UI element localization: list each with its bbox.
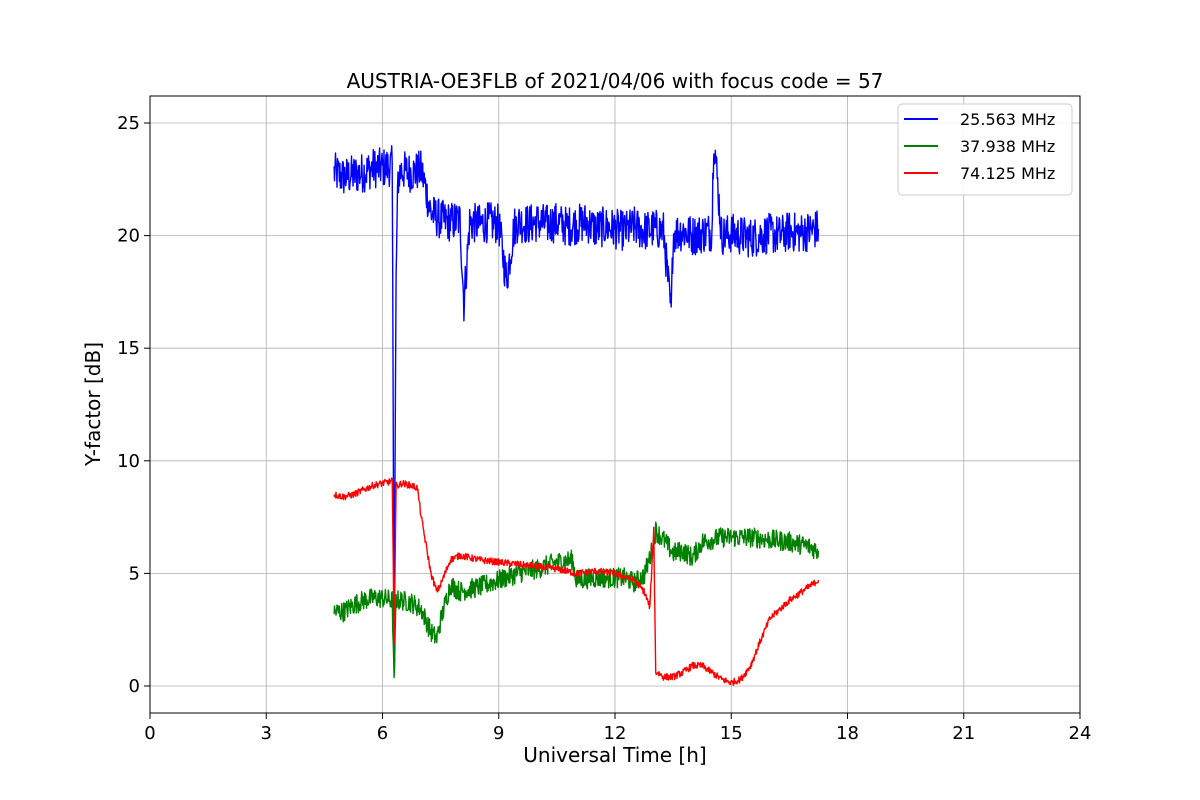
- axis-ticks: 0 3 6 9 12 15 18 21 24 0 5 10 15 20 25: [117, 113, 1091, 744]
- legend-label: 37.938 MHz: [960, 137, 1055, 156]
- chart-title: AUSTRIA-OE3FLB of 2021/04/06 with focus …: [347, 69, 884, 93]
- x-tick-label: 6: [377, 723, 388, 744]
- x-tick-label: 15: [720, 723, 743, 744]
- series-line-1: [333, 521, 820, 679]
- y-tick-label: 5: [129, 563, 140, 584]
- y-tick-label: 0: [129, 676, 140, 697]
- legend-label: 74.125 MHz: [960, 164, 1055, 183]
- x-axis-label: Universal Time [h]: [523, 743, 706, 767]
- y-tick-label: 25: [117, 113, 140, 134]
- series-lines: [333, 145, 820, 686]
- x-tick-label: 12: [604, 723, 627, 744]
- x-tick-label: 18: [836, 723, 859, 744]
- x-tick-label: 9: [493, 723, 504, 744]
- y-tick-label: 20: [117, 226, 140, 247]
- series-line-0: [333, 145, 820, 652]
- y-axis-label: Y-factor [dB]: [81, 342, 105, 467]
- x-tick-label: 3: [261, 723, 272, 744]
- x-tick-label: 24: [1069, 723, 1092, 744]
- series-line-2: [333, 477, 820, 686]
- x-tick-label: 21: [952, 723, 975, 744]
- legend-label: 25.563 MHz: [960, 110, 1055, 129]
- legend-box: [897, 103, 1073, 196]
- x-tick-label: 0: [144, 723, 155, 744]
- y-tick-label: 10: [117, 451, 140, 472]
- y-tick-label: 15: [117, 338, 140, 359]
- legend: 25.563 MHz 37.938 MHz 74.125 MHz: [897, 103, 1073, 196]
